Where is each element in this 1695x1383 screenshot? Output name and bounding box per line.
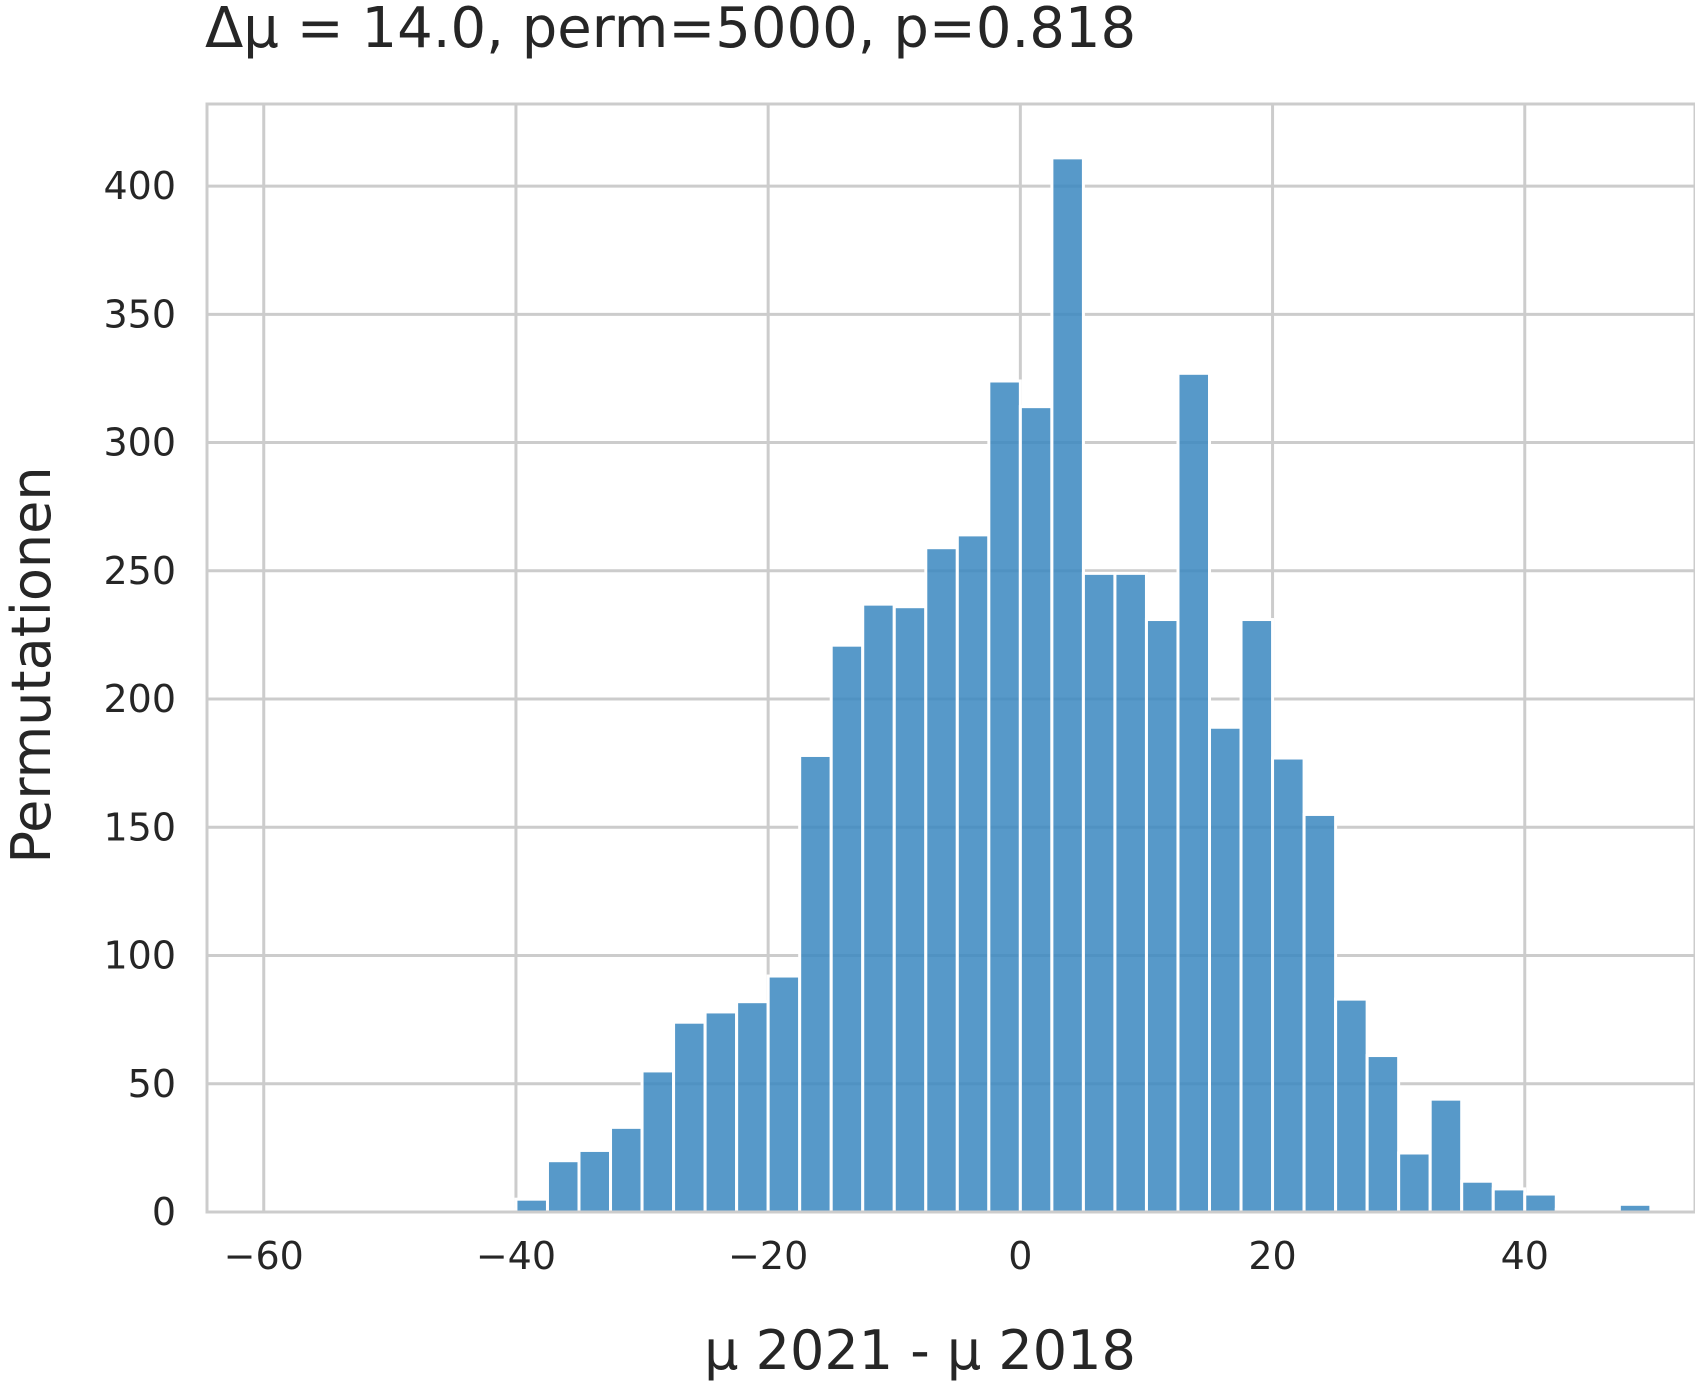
histogram-bar [955,533,991,1214]
x-tick-label: 0 [1008,1234,1032,1278]
histogram-bar [577,1148,613,1214]
histogram-bar [1113,571,1148,1214]
histogram-bar [545,1159,581,1214]
histogram-bar [861,602,896,1214]
y-tick-label: 400 [103,164,176,208]
histogram-bar [798,753,833,1214]
x-tick-label: −40 [476,1234,556,1278]
x-tick-labels: −60 −40 −20 0 20 40 [224,1234,1549,1278]
histogram-bar [924,546,959,1214]
histogram-bar [892,605,928,1214]
histogram-bar [1460,1179,1495,1214]
histogram-bar [1334,997,1369,1214]
histogram-bar [1050,156,1085,1214]
histogram-bar [514,1197,549,1214]
y-tick-label: 100 [103,934,176,978]
histogram-bar [1208,725,1243,1214]
y-tick-label: 300 [103,421,176,465]
chart-title: Δμ = 14.0, perm=5000, p=0.818 [205,0,1136,61]
histogram-bar [1144,618,1180,1214]
histogram-bar [735,1000,770,1214]
histogram-bar [1271,756,1306,1214]
plot-frame [205,102,1695,1214]
histogram-bar [987,379,1022,1214]
y-tick-label: 250 [103,549,176,593]
histogram-bar [1523,1192,1558,1214]
histogram-bar [766,974,802,1214]
histogram-bar [1365,1054,1401,1214]
histogram-bar [1428,1097,1464,1214]
histogram-bar [1397,1151,1432,1214]
histogram-bar [1491,1187,1527,1214]
y-tick-label: 0 [152,1190,176,1234]
x-tick-label: −20 [728,1234,808,1278]
x-tick-label: −60 [224,1234,304,1278]
y-tick-label: 50 [128,1062,176,1106]
x-tick-label: 20 [1248,1234,1296,1278]
histogram-bar [609,1125,644,1214]
y-tick-labels: 0 50 100 150 200 250 300 350 400 [103,164,176,1234]
histogram-bar [1176,371,1212,1214]
histogram-bar [829,643,865,1214]
bars [419,156,1653,1214]
histogram-bar [1018,405,1054,1214]
histogram-bar [640,1069,676,1214]
histogram-bar [703,1010,739,1214]
histogram-bar [672,1020,707,1214]
x-tick-label: 40 [1501,1234,1549,1278]
y-tick-label: 200 [103,677,176,721]
x-axis-label: μ 2021 - μ 2018 [704,1319,1136,1382]
histogram-bar [1302,812,1338,1214]
y-axis-label: Permutationen [0,466,63,863]
y-tick-label: 350 [103,292,176,336]
histogram-bar [1081,571,1117,1214]
histogram-bar [1239,618,1275,1214]
y-tick-label: 150 [103,805,176,849]
